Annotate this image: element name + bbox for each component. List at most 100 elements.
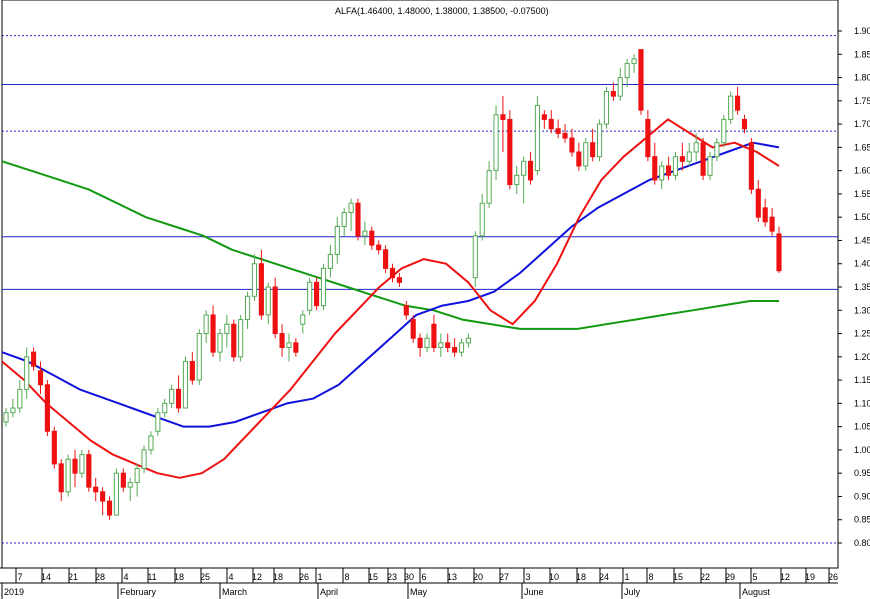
- candle-down: [293, 342, 299, 353]
- x-month-label: June: [524, 587, 544, 597]
- candle-down: [431, 323, 437, 349]
- candle-up: [534, 104, 541, 172]
- candle-up: [458, 342, 465, 353]
- candle-up: [424, 337, 430, 349]
- ma-slow-line: [1, 160, 779, 330]
- candle-down: [314, 281, 320, 307]
- candle-up: [10, 407, 16, 414]
- x-day-label: 18: [273, 572, 283, 582]
- candle-down: [638, 49, 644, 111]
- candle-down: [369, 230, 375, 246]
- x-month-label: May: [410, 587, 428, 597]
- y-tick-label: 1.55: [854, 189, 870, 199]
- y-tick-label: 1.00: [854, 445, 870, 455]
- candles-layer: [3, 49, 782, 520]
- y-tick-label: 1.75: [854, 96, 870, 106]
- candle-up: [521, 160, 527, 176]
- candle-down: [576, 151, 582, 167]
- candle-up: [728, 95, 734, 120]
- x-day-label: 18: [174, 572, 184, 582]
- candle-up: [300, 314, 306, 325]
- x-day-label: 5: [752, 572, 757, 582]
- x-day-label: 23: [387, 572, 397, 582]
- y-tick-label: 1.80: [854, 73, 870, 83]
- candle-down: [645, 118, 651, 158]
- x-day-label: 25: [200, 572, 210, 582]
- candle-up: [3, 412, 9, 423]
- candle-up: [244, 295, 251, 321]
- y-tick-label: 1.65: [854, 142, 870, 152]
- candle-up: [362, 230, 368, 237]
- candle-down: [383, 249, 389, 269]
- candle-down: [376, 244, 382, 251]
- x-day-label: 4: [228, 572, 233, 582]
- y-tick-label: 0.95: [854, 468, 870, 478]
- chart-title: ALFA(1.46400, 1.48000, 1.38000, 1.38500,…: [335, 6, 549, 16]
- x-day-label: 19: [805, 572, 815, 582]
- y-tick-label: 1.10: [854, 398, 870, 408]
- x-day-label: 27: [499, 572, 509, 582]
- x-day-label: 11: [147, 572, 156, 582]
- y-tick-label: 1.25: [854, 329, 870, 339]
- candle-down: [72, 458, 78, 474]
- x-month-label: August: [742, 587, 771, 597]
- candle-up: [334, 225, 340, 255]
- candle-up: [583, 142, 589, 167]
- y-tick-label: 1.45: [854, 235, 870, 245]
- candle-down: [741, 118, 748, 130]
- grid-layer: [1, 0, 839, 569]
- x-day-label: 8: [344, 572, 349, 582]
- y-tick-label: 1.35: [854, 282, 870, 292]
- x-day-label: 12: [780, 572, 790, 582]
- candle-down: [272, 286, 278, 335]
- y-tick-label: 1.40: [854, 259, 870, 269]
- x-day-label: 4: [123, 572, 128, 582]
- candle-up: [141, 449, 147, 470]
- candle-down: [210, 314, 216, 353]
- x-day-label: 8: [648, 572, 653, 582]
- candle-up: [472, 235, 478, 279]
- candle-down: [86, 454, 92, 488]
- x-day-label: 6: [421, 572, 426, 582]
- candle-up: [659, 165, 665, 181]
- x-day-label: 26: [828, 572, 838, 582]
- y-tick-label: 0.80: [854, 538, 870, 548]
- x-day-label: 7: [17, 572, 22, 582]
- candle-up: [134, 468, 140, 483]
- candle-up: [79, 454, 85, 474]
- candle-up: [707, 156, 713, 176]
- x-day-label: 18: [576, 572, 586, 582]
- candle-down: [410, 319, 416, 339]
- candle-up: [624, 63, 630, 79]
- candle-down: [175, 388, 182, 409]
- candle-down: [31, 351, 37, 367]
- x-day-label: 1: [624, 572, 629, 582]
- candle-up: [203, 314, 209, 335]
- candle-up: [631, 58, 637, 65]
- candle-up: [693, 142, 699, 153]
- y-tick-label: 1.30: [854, 305, 870, 315]
- candle-down: [562, 132, 568, 139]
- candle-up: [127, 481, 133, 488]
- candle-up: [486, 170, 492, 204]
- candle-up: [251, 263, 258, 297]
- candle-up: [514, 174, 520, 186]
- x-day-label: 12: [252, 572, 262, 582]
- x-day-label: 3: [525, 572, 530, 582]
- candle-up: [348, 202, 354, 214]
- candle-down: [700, 142, 706, 176]
- y-tick-label: 1.15: [854, 375, 870, 385]
- candle-down: [189, 360, 195, 381]
- x-axis: 7 14 21 28 4 11 18 25 4 12 18 26 1 8 15 23 30 6 13 20 27 3 10 1…: [0, 567, 838, 599]
- x-day-label: 15: [673, 572, 683, 582]
- y-tick-label: 0.90: [854, 491, 870, 501]
- candle-down: [37, 370, 44, 386]
- candle-up: [148, 435, 154, 451]
- ma-mid-line: [1, 141, 780, 428]
- x-day-label: 30: [404, 572, 414, 582]
- y-tick-label: 0.85: [854, 515, 870, 525]
- candle-down: [776, 233, 782, 272]
- candle-down: [610, 91, 616, 97]
- candle-down: [548, 118, 554, 130]
- candle-up: [113, 472, 119, 516]
